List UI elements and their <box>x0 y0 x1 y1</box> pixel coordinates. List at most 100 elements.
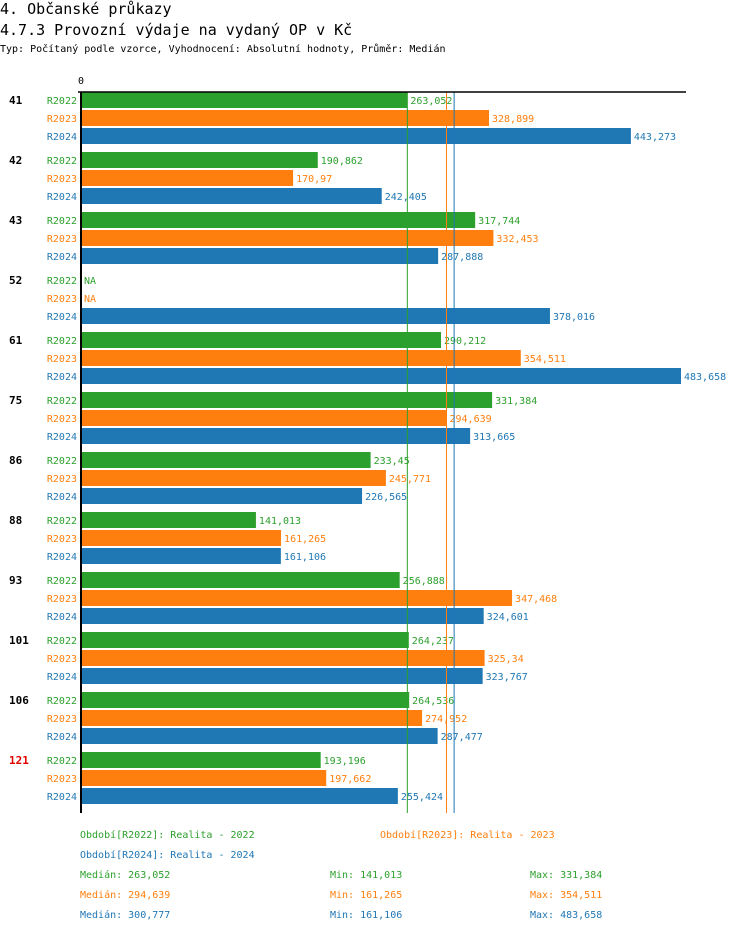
series-label: R2024 <box>47 432 77 443</box>
bar-r2024 <box>81 428 471 444</box>
stat-median: Medián: 294,639 <box>80 889 170 901</box>
series-label: R2023 <box>47 414 77 425</box>
series-label: R2023 <box>47 234 77 245</box>
category-label: 106 <box>9 694 29 707</box>
stat-median: Medián: 300,777 <box>80 909 170 921</box>
bar-r2022 <box>81 692 410 708</box>
series-label: R2023 <box>47 714 77 725</box>
data-label: 331,384 <box>495 396 537 407</box>
data-label: 233,45 <box>374 456 410 467</box>
stat-min: Min: 161,106 <box>330 910 402 921</box>
bar-r2024 <box>81 488 363 504</box>
data-label: 354,511 <box>524 354 566 365</box>
data-label: 313,665 <box>473 432 515 443</box>
section-title: 4. Občanské průkazy <box>0 0 172 18</box>
bar-r2022 <box>81 152 318 168</box>
series-label: R2024 <box>47 792 77 803</box>
series-label: R2022 <box>47 96 77 107</box>
data-label: 197,662 <box>329 774 371 785</box>
series-label: R2022 <box>47 516 77 527</box>
series-label: R2024 <box>47 372 77 383</box>
data-label: 170,97 <box>296 174 332 185</box>
bar-r2022 <box>81 572 400 588</box>
bar-r2023 <box>81 350 521 366</box>
bar-r2023 <box>81 650 485 666</box>
chart-title: 4.7.3 Provozní výdaje na vydaný OP v Kč <box>0 21 353 39</box>
bar-r2023 <box>81 230 494 246</box>
data-label: 226,565 <box>365 492 407 503</box>
data-label: 325,34 <box>488 654 524 665</box>
bar-r2024 <box>81 308 550 324</box>
series-label: R2022 <box>47 756 77 767</box>
legend-item: Období[R2023]: Realita - 2023 <box>380 829 555 841</box>
series-label: R2023 <box>47 774 77 785</box>
data-label: 255,424 <box>401 792 443 803</box>
series-label: R2023 <box>47 114 77 125</box>
series-label: R2023 <box>47 474 77 485</box>
data-label: 161,265 <box>284 534 326 545</box>
bar-r2023 <box>81 170 294 186</box>
series-label: R2023 <box>47 294 77 305</box>
series-label: R2024 <box>47 672 77 683</box>
data-label: 378,016 <box>553 312 595 323</box>
bar-r2024 <box>81 788 398 804</box>
series-label: R2023 <box>47 594 77 605</box>
bar-r2022 <box>81 92 408 108</box>
series-label: R2022 <box>47 456 77 467</box>
data-label: 294,639 <box>450 414 492 425</box>
series-label: R2024 <box>47 192 77 203</box>
data-label: 324,601 <box>487 612 529 623</box>
category-label: 86 <box>9 454 23 467</box>
category-label: 75 <box>9 394 22 407</box>
bar-r2023 <box>81 710 423 726</box>
series-label: R2023 <box>47 534 77 545</box>
data-label: 483,658 <box>684 372 726 383</box>
category-label: 52 <box>9 274 22 287</box>
series-label: R2024 <box>47 732 77 743</box>
series-label: R2024 <box>47 552 77 563</box>
stat-max: Max: 354,511 <box>530 890 602 901</box>
bar-r2024 <box>81 248 439 264</box>
data-label: 263,052 <box>410 96 452 107</box>
bar-r2024 <box>81 728 438 744</box>
stat-max: Max: 483,658 <box>530 910 602 921</box>
stat-max: Max: 331,384 <box>530 870 602 881</box>
series-label: R2022 <box>47 276 77 287</box>
data-label: NA <box>84 294 96 305</box>
stat-min: Min: 161,265 <box>330 890 402 901</box>
bar-r2022 <box>81 452 371 468</box>
series-label: R2024 <box>47 132 77 143</box>
series-label: R2022 <box>47 576 77 587</box>
category-label: 61 <box>9 334 23 347</box>
data-label: 347,468 <box>515 594 557 605</box>
category-label: 43 <box>9 214 22 227</box>
data-label: 443,273 <box>634 132 676 143</box>
category-label: 93 <box>9 574 22 587</box>
bar-r2022 <box>81 512 256 528</box>
series-label: R2023 <box>47 654 77 665</box>
data-label: 290,212 <box>444 336 486 347</box>
legend-item: Období[R2022]: Realita - 2022 <box>80 829 255 841</box>
data-label: 332,453 <box>496 234 538 245</box>
bar-r2024 <box>81 608 484 624</box>
series-label: R2024 <box>47 492 77 503</box>
data-label: 141,013 <box>259 516 301 527</box>
bar-r2024 <box>81 668 483 684</box>
series-label: R2022 <box>47 156 77 167</box>
bar-r2022 <box>81 752 321 768</box>
bar-r2024 <box>81 548 281 564</box>
bar-r2024 <box>81 368 681 384</box>
bar-r2023 <box>81 590 513 606</box>
data-label: 256,888 <box>403 576 445 587</box>
data-label: 323,767 <box>486 672 528 683</box>
data-label: 190,862 <box>321 156 363 167</box>
series-label: R2022 <box>47 216 77 227</box>
series-label: R2024 <box>47 312 77 323</box>
series-label: R2022 <box>47 336 77 347</box>
bar-r2022 <box>81 632 409 648</box>
bar-r2023 <box>81 470 386 486</box>
chart-subtitle: Typ: Počítaný podle vzorce, Vyhodnocení:… <box>0 44 446 55</box>
data-label: 242,405 <box>385 192 427 203</box>
stat-min: Min: 141,013 <box>330 870 402 881</box>
data-label: 193,196 <box>324 756 366 767</box>
